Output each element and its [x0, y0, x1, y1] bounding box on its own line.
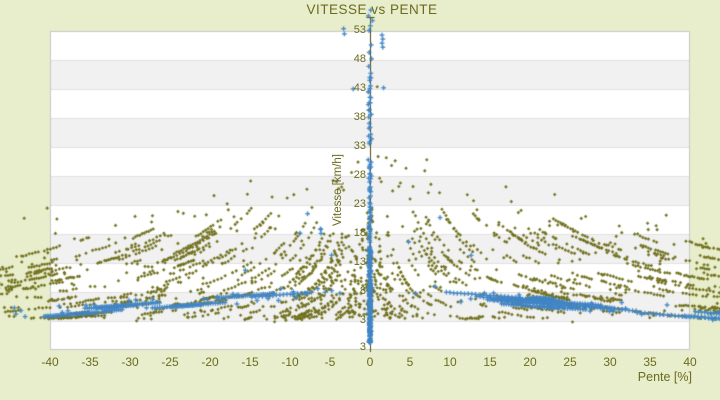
x-tick-label: 0 — [366, 355, 374, 369]
x-tick-label: -35 — [81, 355, 99, 369]
y-tick-label: 38 — [353, 111, 366, 123]
x-tick-label: -5 — [324, 355, 336, 369]
y-tick-label: 3 — [359, 314, 366, 326]
y-tick-label: 33 — [353, 140, 366, 152]
y-tick-label: 28 — [353, 169, 366, 181]
x-tick-label: -20 — [201, 355, 219, 369]
x-tick-label: 15 — [483, 355, 497, 369]
y-tick-label: 13 — [353, 256, 366, 268]
y-tick-label: 48 — [353, 53, 366, 65]
x-tick-label: 40 — [683, 355, 697, 369]
x-tick-label: 30 — [603, 355, 617, 369]
x-tick-label: 25 — [563, 355, 577, 369]
x-tick-label: -25 — [161, 355, 179, 369]
x-tick-label: -10 — [281, 355, 299, 369]
chart-title: VITESSE vs PENTE — [306, 2, 438, 17]
x-tick-label: -40 — [41, 355, 59, 369]
y-tick-label: 43 — [353, 82, 366, 94]
x-tick-label: 5 — [406, 355, 414, 369]
y-axis-title: Vitesse [km/h] — [332, 154, 344, 227]
x-axis-title: Pente [%] — [637, 370, 692, 384]
x-tick-label: 20 — [523, 355, 537, 369]
x-tick-label: -15 — [241, 355, 259, 369]
x-tick-label: 35 — [643, 355, 657, 369]
y-tick-label: 53 — [353, 24, 366, 36]
y-tick-label: 18 — [353, 227, 366, 239]
x-tick-label: -30 — [121, 355, 139, 369]
y-tick-label: 23 — [353, 198, 366, 210]
y-tick-label: 8 — [359, 285, 366, 297]
x-tick-label: 10 — [443, 355, 457, 369]
y-axis-bottom-label: 3 — [359, 341, 366, 353]
